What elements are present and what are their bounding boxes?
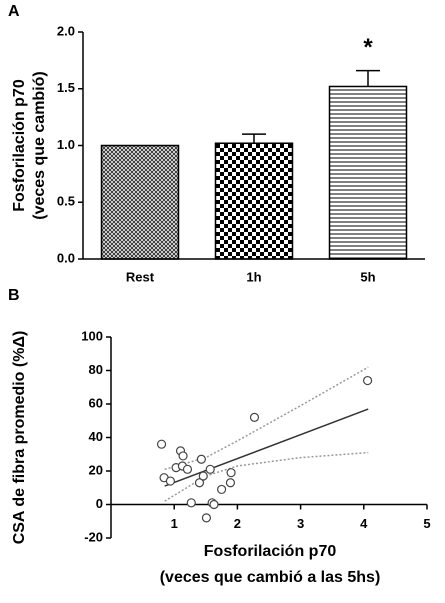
confidence-band: [164, 451, 369, 502]
bar: [328, 85, 408, 260]
y-tick-label: 60: [89, 395, 103, 410]
x-tick-label: 4: [360, 516, 368, 531]
point: [198, 471, 208, 481]
y-tick-label: 80: [89, 362, 103, 377]
x-tick-label: 1h: [246, 269, 261, 284]
x-axis-label: Fosforilación p70: [204, 543, 337, 560]
y-tick-label: 40: [89, 429, 103, 444]
bar: [214, 142, 294, 260]
y-tick-label: 20: [89, 462, 103, 477]
x-axis-label: (veces que cambió a las 5hs): [160, 569, 381, 586]
confidence-band: [164, 366, 369, 471]
y-tick-label: 1.0: [57, 137, 75, 152]
point: [217, 484, 227, 495]
regression-line: [164, 408, 369, 487]
panel-label: B: [8, 287, 20, 304]
y-axis-label: CSA de fibra promedio (%Δ): [11, 331, 28, 545]
y-tick-label: 1.5: [57, 80, 75, 95]
point: [249, 412, 260, 422]
y-tick-label: 100: [81, 328, 103, 343]
y-tick-label: 2.0: [57, 23, 75, 38]
error-bar: [242, 133, 266, 144]
error-bar: [356, 69, 380, 87]
point: [182, 464, 193, 474]
y-axis-label: (veces que cambió): [31, 71, 48, 220]
point: [186, 498, 196, 508]
point: [226, 468, 236, 478]
x-tick-label: Rest: [126, 269, 155, 284]
y-tick-label: 0: [96, 496, 103, 511]
annotation: *: [363, 34, 373, 61]
x-tick-label: 5: [423, 516, 430, 531]
y-tick-label: 0.0: [57, 250, 75, 265]
x-tick-label: 1: [171, 516, 178, 531]
point: [156, 439, 167, 449]
y-axis-label: Fosforilación p70: [11, 79, 28, 212]
point: [225, 478, 236, 488]
x-tick-label: 3: [297, 516, 304, 531]
point: [201, 513, 212, 523]
point: [194, 478, 205, 488]
point: [362, 375, 373, 386]
point: [209, 499, 219, 510]
point: [196, 454, 206, 464]
x-tick-label: 2: [234, 516, 241, 531]
point: [165, 476, 176, 486]
bar: [100, 144, 180, 260]
panel-label: A: [8, 3, 20, 20]
y-tick-label: -20: [84, 529, 103, 544]
x-tick-label: 5h: [360, 269, 375, 284]
point: [205, 464, 215, 474]
point: [178, 451, 188, 461]
y-tick-label: 0.5: [57, 194, 75, 209]
